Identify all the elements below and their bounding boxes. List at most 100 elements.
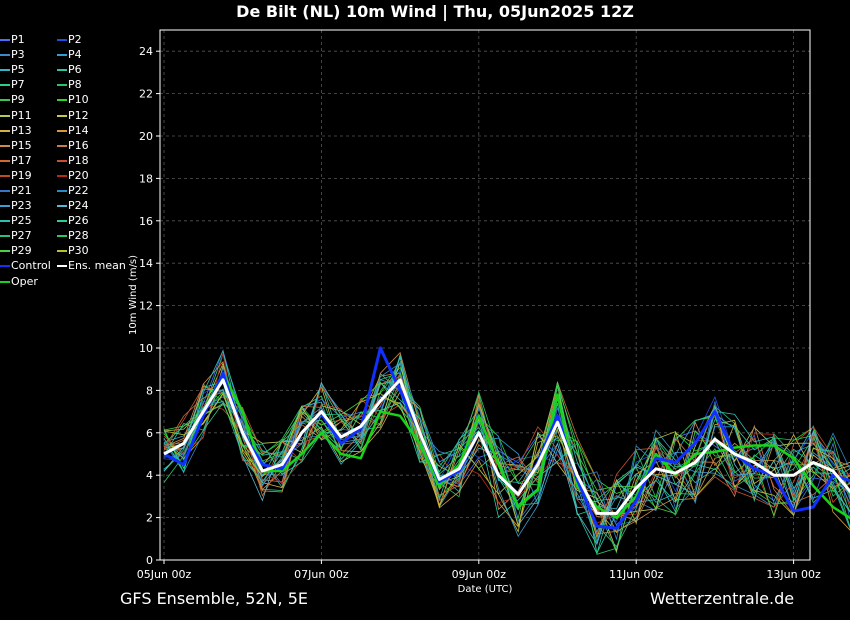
- legend-entry: P8: [57, 77, 82, 92]
- y-tick-label: 10: [139, 342, 153, 355]
- legend-label: P28: [68, 229, 89, 243]
- y-axis-title: 10m Wind (m/s): [128, 255, 139, 335]
- legend-entry: P27: [0, 228, 32, 243]
- legend-entry: P9: [0, 92, 25, 107]
- legend-swatch: [0, 205, 10, 208]
- legend-label: P12: [68, 108, 89, 122]
- series-line-control: [163, 346, 850, 530]
- y-tick-label: 18: [139, 172, 153, 185]
- legend-label: P7: [11, 78, 25, 92]
- y-tick-label: 16: [139, 215, 153, 228]
- legend-entry: Oper: [0, 274, 38, 289]
- legend-label: P24: [68, 199, 89, 213]
- legend-swatch: [57, 54, 67, 57]
- legend-label: P29: [11, 244, 32, 258]
- series-line-member: [163, 372, 850, 548]
- legend-label: P3: [11, 48, 25, 62]
- legend-swatch: [57, 114, 67, 117]
- series-line-member: [163, 393, 850, 539]
- grid-lines: [160, 30, 810, 560]
- legend-entry: P19: [0, 168, 32, 183]
- legend-swatch: [57, 220, 67, 223]
- x-tick-label: 11Jun 00z: [609, 568, 664, 581]
- legend-entry: P29: [0, 243, 32, 258]
- legend-entry: P28: [57, 228, 89, 243]
- x-tick-label: 07Jun 00z: [294, 568, 349, 581]
- legend-swatch: [0, 69, 10, 72]
- legend-label: P27: [11, 229, 32, 243]
- legend-entry: P5: [0, 62, 25, 77]
- legend-label: P13: [11, 123, 32, 137]
- legend-label: P11: [11, 108, 32, 122]
- series-line-ens-mean: [163, 378, 850, 515]
- y-tick-label: 0: [146, 554, 153, 567]
- legend-entry: P10: [57, 92, 89, 107]
- legend-swatch: [0, 84, 10, 87]
- legend-swatch: [0, 174, 10, 177]
- legend-entry: P3: [0, 47, 25, 62]
- legend-entry: P11: [0, 108, 32, 123]
- legend-label: P2: [68, 33, 82, 46]
- legend-entry: P6: [57, 62, 82, 77]
- legend-swatch: [0, 99, 10, 102]
- legend-label: P16: [68, 138, 89, 152]
- series-line-member: [163, 365, 850, 534]
- legend-entry: P21: [0, 183, 32, 198]
- legend-swatch: [57, 174, 67, 177]
- legend-label: P15: [11, 138, 32, 152]
- legend-label: P17: [11, 153, 32, 167]
- series-line-member: [163, 380, 850, 520]
- legend-entry: P20: [57, 168, 89, 183]
- legend-entry: P13: [0, 123, 32, 138]
- legend-label: P26: [68, 214, 89, 228]
- legend-label: P14: [68, 123, 89, 137]
- legend-swatch: [0, 54, 10, 57]
- legend-label: Control: [11, 259, 51, 272]
- series-line-member: [163, 362, 850, 541]
- y-tick-label: 2: [146, 512, 153, 525]
- legend-entry: P30: [57, 243, 89, 258]
- legend-swatch: [57, 129, 67, 132]
- y-tick-label: 6: [146, 427, 153, 440]
- site-credit: Wetterzentrale.de: [650, 589, 795, 608]
- legend-swatch: [0, 190, 10, 192]
- legend-label: P5: [11, 63, 25, 77]
- legend-swatch: [0, 250, 10, 253]
- series-line-member: [163, 396, 850, 546]
- series-line-member: [163, 381, 850, 518]
- legend-label: P30: [68, 244, 89, 258]
- legend-label: Oper: [11, 275, 38, 288]
- legend-entry: P17: [0, 153, 32, 168]
- legend-entry: P14: [57, 123, 89, 138]
- legend-swatch: [0, 144, 10, 147]
- legend-entry: P2: [57, 32, 82, 47]
- series-line-member: [163, 402, 850, 555]
- main-series: [163, 346, 850, 530]
- legend-label: P23: [11, 199, 32, 213]
- legend-entry: Control: [0, 258, 51, 273]
- legend-entry: P1: [0, 32, 25, 47]
- legend-label: P18: [68, 153, 89, 167]
- legend-label: P4: [68, 48, 82, 62]
- legend-label: P21: [11, 184, 32, 197]
- y-tick-label: 8: [146, 384, 153, 397]
- model-info: GFS Ensemble, 52N, 5E: [120, 589, 308, 608]
- legend-label: P6: [68, 63, 82, 77]
- legend-entry: P15: [0, 138, 32, 153]
- y-tick-label: 24: [139, 45, 153, 58]
- x-tick-label: 13Jun 00z: [766, 568, 821, 581]
- legend-entry: P7: [0, 77, 25, 92]
- y-tick-label: 4: [146, 469, 153, 482]
- legend-swatch: [57, 144, 67, 147]
- legend-entry: Ens. mean: [57, 258, 126, 273]
- legend-entry: P24: [57, 198, 89, 213]
- legend-swatch: [0, 39, 10, 41]
- legend-label: P10: [68, 93, 89, 107]
- legend-swatch: [57, 39, 67, 41]
- legend-swatch: [57, 69, 67, 72]
- legend-swatch: [57, 235, 67, 238]
- legend-swatch: [57, 265, 67, 267]
- legend-swatch: [0, 220, 10, 223]
